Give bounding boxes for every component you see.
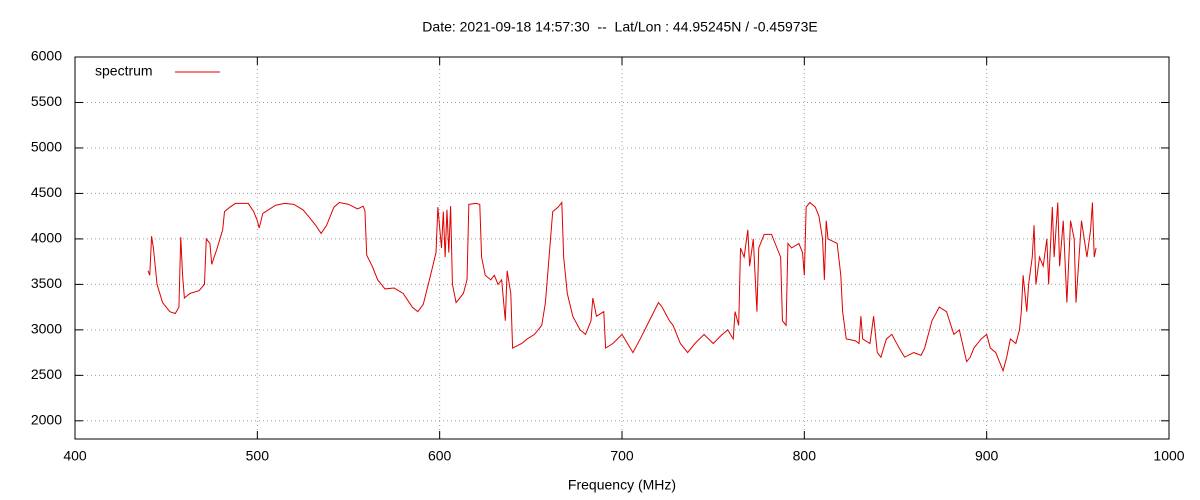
y-tick-label: 6000 bbox=[31, 48, 62, 64]
spectrum-line bbox=[147, 201, 1097, 373]
chart-title: Date: 2021-09-18 14:57:30 -- Lat/Lon : 4… bbox=[422, 19, 817, 35]
x-axis-label: Frequency (MHz) bbox=[568, 477, 676, 493]
plot-frame bbox=[74, 56, 1170, 440]
legend-label: spectrum bbox=[95, 63, 153, 79]
y-tick-label: 5500 bbox=[31, 93, 62, 109]
x-tick-label: 700 bbox=[610, 448, 634, 464]
x-tick-label: 800 bbox=[793, 448, 817, 464]
x-tick-label: 900 bbox=[975, 448, 999, 464]
y-tick-label: 4000 bbox=[31, 230, 62, 246]
y-tick-label: 2500 bbox=[31, 366, 62, 382]
x-tick-label: 500 bbox=[246, 448, 270, 464]
x-tick-label: 600 bbox=[428, 448, 452, 464]
y-tick-label: 3000 bbox=[31, 321, 62, 337]
y-tick-label: 3500 bbox=[31, 275, 62, 291]
y-tick-label: 4500 bbox=[31, 184, 62, 200]
y-tick-label: 2000 bbox=[31, 412, 62, 428]
x-tick-label: 1000 bbox=[1153, 448, 1184, 464]
y-tick-label: 5000 bbox=[31, 139, 62, 155]
x-tick-label: 400 bbox=[63, 448, 87, 464]
